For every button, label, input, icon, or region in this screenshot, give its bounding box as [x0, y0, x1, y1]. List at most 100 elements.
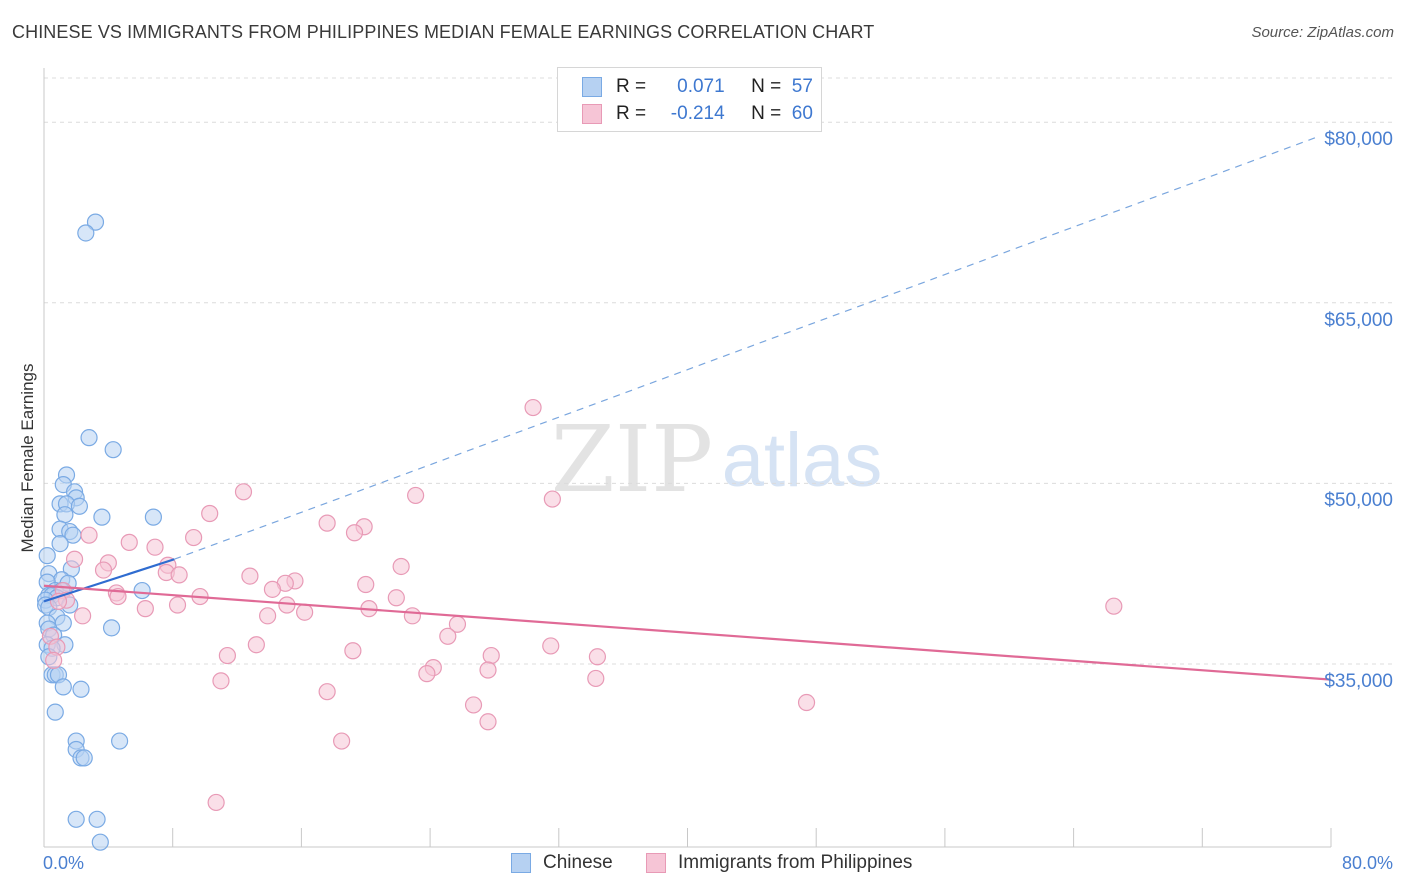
y-tick-label-50000: $50,000	[1324, 490, 1393, 512]
philippines-point	[797, 693, 816, 712]
philippines-point	[418, 665, 436, 683]
y-tick-label-80000: $80,000	[1324, 129, 1393, 151]
chinese-point	[104, 441, 122, 459]
philippines-point	[168, 596, 187, 614]
chinese-r-value: 0.071	[677, 76, 725, 97]
philippines-point	[357, 575, 375, 594]
chinese-point	[133, 581, 151, 600]
y-tick-label-65000: $65,000	[1324, 309, 1393, 331]
chinese-point	[88, 810, 106, 828]
watermark: ZIP atlas	[551, 406, 882, 513]
watermark-zip: ZIP	[551, 406, 713, 513]
philippines-point	[464, 696, 483, 714]
chinese-point	[51, 534, 69, 553]
philippines-point	[345, 524, 364, 542]
philippines-point	[212, 672, 230, 690]
chart-source: Source: ZipAtlas.com	[1251, 24, 1394, 41]
watermark-atlas: atlas	[722, 418, 883, 503]
chinese-point	[144, 508, 162, 526]
philippines-point	[234, 483, 253, 501]
legend-chinese-swatch	[511, 853, 531, 873]
philippines-point	[403, 607, 422, 625]
x-tick-label-max: 80.0%	[1341, 853, 1393, 873]
philippines-point	[439, 627, 457, 645]
philippines-point	[146, 538, 164, 556]
chinese-n-value: 57	[791, 76, 813, 97]
philippines-point	[94, 561, 113, 579]
chinese-point	[102, 619, 121, 637]
legend-philippines-swatch	[646, 853, 666, 873]
y-tick-label-35000: $35,000	[1324, 670, 1393, 692]
philippines-trend-line	[43, 584, 1332, 681]
philippines-r-value: -0.214	[670, 103, 725, 124]
philippines-point	[587, 669, 605, 688]
philippines-point	[65, 550, 84, 568]
legend-chinese-label: Chinese	[543, 852, 613, 873]
philippines-stats: R = -0.214 N = 60	[616, 103, 813, 125]
philippines-point	[387, 589, 405, 607]
chinese-point	[67, 810, 85, 828]
philippines-swatch	[582, 104, 602, 124]
philippines-point	[318, 514, 336, 532]
stats-legend: R = 0.071 N = 57 R = -0.214 N = 60	[557, 67, 822, 132]
philippines-point	[296, 603, 314, 621]
chinese-point	[70, 497, 88, 515]
philippines-point	[109, 587, 127, 606]
philippines-point	[333, 732, 351, 750]
chinese-stats: R = 0.071 N = 57	[616, 76, 813, 98]
data-points	[37, 213, 1123, 851]
chinese-point	[46, 703, 64, 721]
philippines-point	[479, 661, 497, 679]
chinese-point	[38, 547, 56, 565]
philippines-point	[170, 566, 188, 584]
chinese-r-label: R =	[616, 76, 647, 97]
philippines-point	[318, 683, 336, 701]
philippines-point	[479, 713, 497, 731]
chinese-trend-line	[43, 558, 175, 603]
philippines-point	[74, 607, 92, 625]
philippines-r-label: R =	[616, 103, 647, 124]
philippines-n-label: N =	[751, 103, 782, 124]
philippines-point	[218, 646, 236, 665]
philippines-point	[185, 528, 203, 547]
philippines-point	[120, 533, 138, 551]
philippines-point	[80, 526, 98, 544]
philippines-point	[136, 600, 154, 618]
philippines-point	[482, 646, 500, 665]
chinese-point	[91, 833, 109, 851]
chinese-point	[86, 213, 105, 231]
chinese-point	[54, 678, 72, 696]
philippines-point	[543, 490, 561, 508]
chinese-n-label: N =	[751, 76, 782, 97]
axes	[43, 68, 1332, 848]
philippines-point	[45, 651, 63, 669]
philippines-point	[344, 642, 362, 660]
philippines-point	[542, 637, 560, 655]
legend-philippines-label: Immigrants from Philippines	[678, 852, 913, 873]
trend-lines	[43, 137, 1332, 681]
philippines-point	[263, 580, 282, 598]
philippines-point	[201, 504, 219, 523]
philippines-point	[407, 486, 425, 505]
philippines-point	[524, 398, 542, 417]
chinese-point	[75, 749, 93, 767]
chinese-point	[93, 508, 111, 526]
philippines-point	[1105, 597, 1123, 615]
philippines-point	[259, 607, 277, 625]
philippines-point	[247, 636, 265, 654]
philippines-point	[588, 648, 607, 666]
philippines-point	[278, 596, 296, 614]
philippines-point	[207, 793, 225, 812]
chinese-point	[72, 680, 90, 698]
chinese-swatch	[582, 77, 602, 97]
chinese-point	[77, 224, 95, 242]
philippines-n-value: 60	[791, 103, 813, 124]
x-tick-label-min: 0.0%	[43, 853, 85, 873]
chinese-point	[56, 506, 74, 524]
chart-title: CHINESE VS IMMIGRANTS FROM PHILIPPINES M…	[12, 22, 875, 42]
philippines-point	[392, 557, 410, 576]
philippines-point	[241, 567, 259, 585]
chinese-point	[80, 429, 98, 447]
chinese-point	[54, 614, 72, 632]
